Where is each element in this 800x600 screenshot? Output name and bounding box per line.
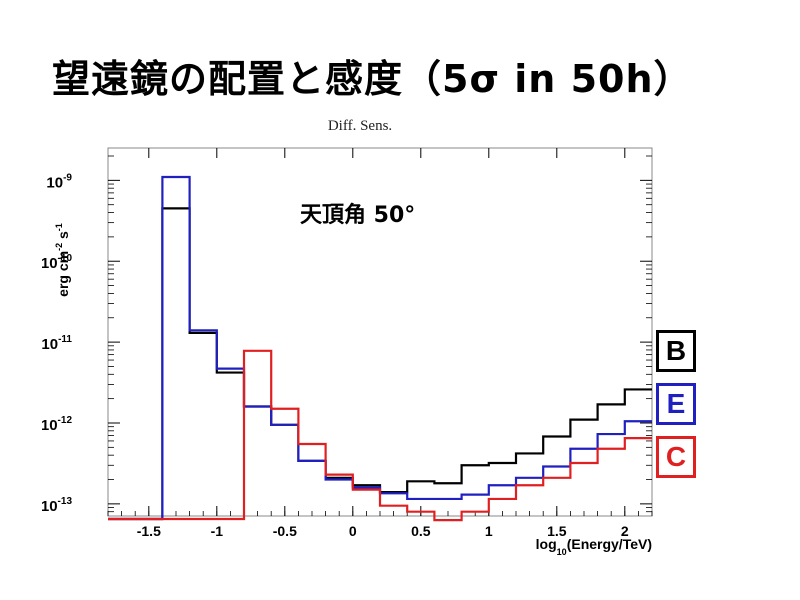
legend-label-b: B bbox=[665, 335, 687, 366]
y-tick-label: 10-13 bbox=[42, 496, 72, 515]
x-tick-label: 1 bbox=[485, 523, 493, 539]
x-tick-label: 1.5 bbox=[547, 523, 567, 539]
slide-title: 望遠鏡の配置と感度（5σ in 50h） bbox=[52, 57, 693, 101]
y-tick-label: 10-11 bbox=[42, 334, 72, 353]
sensitivity-chart: Diff. Sens. -1.5 -1 -0.5 0 0.5 1 1.5 2 10-9 10-10 1… bbox=[42, 118, 653, 556]
legend-item-b: B bbox=[656, 330, 696, 372]
y-tick-label: 10-10 bbox=[42, 253, 72, 272]
series-c-line bbox=[108, 349, 652, 522]
legend-label-c: C bbox=[665, 441, 687, 472]
legend-item-c: C bbox=[656, 436, 696, 478]
y-tick-label: 10-9 bbox=[46, 172, 72, 191]
plot-canvas: Diff. Sens. -1.5 -1 -0.5 0 0.5 1 1.5 2 10-9 10-10 1… bbox=[42, 110, 660, 556]
legend-item-e: E bbox=[656, 383, 696, 425]
x-tick-label: -0.5 bbox=[273, 523, 297, 539]
x-tick-label: -1 bbox=[211, 523, 224, 539]
series-b-line bbox=[108, 207, 652, 521]
x-tick-label: -1.5 bbox=[137, 523, 161, 539]
legend-label-e: E bbox=[666, 388, 686, 419]
zenith-annotation: 天頂角 50° bbox=[300, 202, 415, 228]
chart-title: Diff. Sens. bbox=[328, 118, 392, 134]
y-tick-label: 10-12 bbox=[42, 415, 72, 434]
x-tick-label: 0 bbox=[349, 523, 357, 539]
x-axis-label: log10(Energy/TeV) bbox=[536, 536, 652, 556]
x-tick-label: 2 bbox=[621, 523, 629, 539]
y-axis-label: erg cm-2 s-1 bbox=[54, 223, 71, 297]
x-tick-label: 0.5 bbox=[411, 523, 431, 539]
